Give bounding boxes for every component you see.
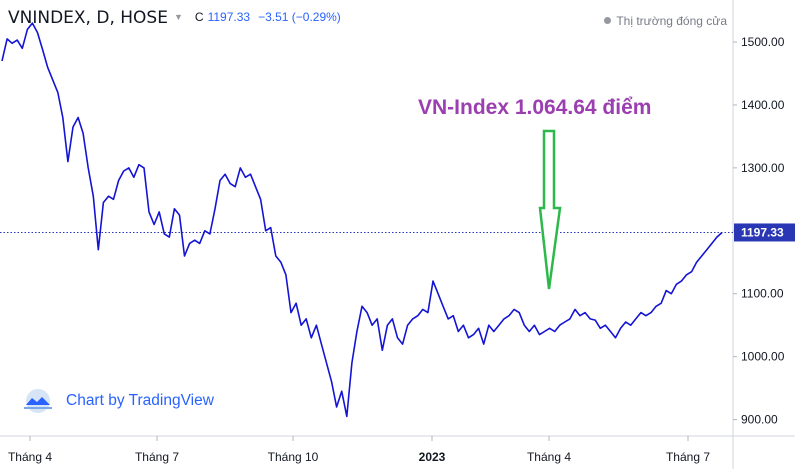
x-tick-label: Tháng 4: [8, 450, 52, 464]
market-status: Thị trường đóng cửa: [604, 14, 727, 28]
chart-header: VNINDEX, D, HOSE ▼ C 1197.33 −3.51 (−0.29%): [8, 8, 341, 28]
down-arrow-annotation: [538, 129, 562, 290]
y-tick-label: 1000.00: [741, 350, 785, 364]
x-axis: Tháng 4 Tháng 7 Tháng 10 2023 Tháng 4 Tháng 7: [8, 436, 710, 464]
change-value: −3.51 (−0.29%): [258, 10, 341, 24]
ohlc-readout: C 1197.33 −3.51 (−0.29%): [195, 10, 341, 24]
last-price-badge: [734, 223, 795, 242]
y-tick-label: 1100.00: [741, 287, 784, 301]
tradingview-label: Chart by TradingView: [66, 392, 214, 409]
y-tick-label: 1300.00: [741, 161, 785, 175]
tradingview-cloud-icon: [24, 389, 52, 413]
series-line-vnindex: [1, 22, 723, 418]
close-label: C: [194, 10, 204, 24]
status-dot-icon: [604, 17, 612, 24]
close-value: 1197.33: [207, 10, 251, 24]
x-tick-label: Tháng 10: [268, 450, 319, 464]
y-tick-label: 1500.00: [741, 35, 785, 49]
market-status-label: Thị trường đóng cửa: [616, 14, 727, 28]
y-tick-label: 1400.00: [741, 98, 785, 112]
y-tick-label: 900.00: [741, 413, 778, 427]
tradingview-branding[interactable]: Chart by TradingView: [20, 389, 214, 413]
x-tick-label: Tháng 4: [527, 450, 571, 464]
symbol-title[interactable]: VNINDEX, D, HOSE: [8, 8, 168, 28]
last-price-value: 1197.33: [741, 225, 784, 239]
chevron-down-icon[interactable]: ▼: [173, 12, 183, 22]
x-tick-label: Tháng 7: [666, 450, 710, 464]
x-tick-label: Tháng 7: [135, 450, 179, 464]
annotation-text: VN-Index 1.064.64 điểm: [418, 96, 651, 119]
last-price-label: 1197.33: [734, 223, 795, 242]
x-tick-label: 2023: [419, 450, 446, 464]
